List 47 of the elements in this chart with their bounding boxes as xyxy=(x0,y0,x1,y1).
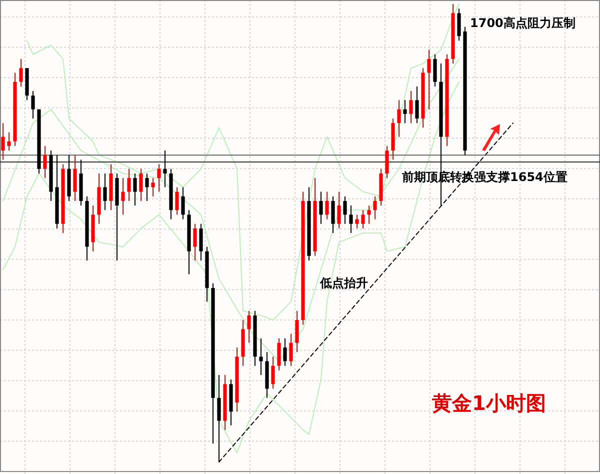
candlestick xyxy=(403,100,407,124)
candlestick xyxy=(163,150,167,188)
candlestick xyxy=(121,178,125,216)
candlestick xyxy=(361,210,365,229)
candlestick xyxy=(385,145,389,179)
candlestick xyxy=(247,310,251,344)
candlestick xyxy=(139,168,143,202)
candlestick xyxy=(19,58,23,87)
candlestick xyxy=(427,49,431,110)
candlestick xyxy=(43,145,47,179)
annotation: 低点抬升 xyxy=(319,276,368,290)
candlestick xyxy=(133,172,137,206)
candlestick xyxy=(157,164,161,192)
candlestick xyxy=(415,86,419,124)
candlestick xyxy=(193,223,197,261)
candlestick xyxy=(409,90,413,124)
candlestick xyxy=(373,196,377,220)
candlestick xyxy=(277,338,281,371)
candlestick xyxy=(259,338,263,376)
candlestick xyxy=(103,172,107,211)
candlestick xyxy=(1,122,5,160)
candlestick xyxy=(283,338,287,366)
candlestick xyxy=(145,172,149,202)
candlestick xyxy=(349,205,353,234)
candlestick xyxy=(457,8,461,42)
candlestick xyxy=(127,168,131,202)
annotation: 1700高点阻力压制 xyxy=(470,16,576,30)
candlestick xyxy=(199,223,203,261)
candlestick xyxy=(295,310,299,353)
candlestick xyxy=(325,191,329,220)
candlestick xyxy=(7,132,11,152)
candlestick xyxy=(343,196,347,224)
candlestick xyxy=(331,196,335,234)
text: 黄金1小时图 xyxy=(431,391,546,415)
candlestick xyxy=(397,100,401,138)
candlestick xyxy=(175,186,179,216)
candlestick xyxy=(181,186,185,220)
candlestick xyxy=(355,214,359,229)
candlestick xyxy=(31,90,35,119)
candlestick xyxy=(73,154,77,202)
candlestick xyxy=(271,356,275,390)
candlestick xyxy=(337,191,341,229)
candlestick xyxy=(433,54,437,87)
candlestick xyxy=(151,178,155,197)
candlestick xyxy=(319,191,323,224)
candlestick xyxy=(289,333,293,366)
candlestick xyxy=(367,205,371,224)
